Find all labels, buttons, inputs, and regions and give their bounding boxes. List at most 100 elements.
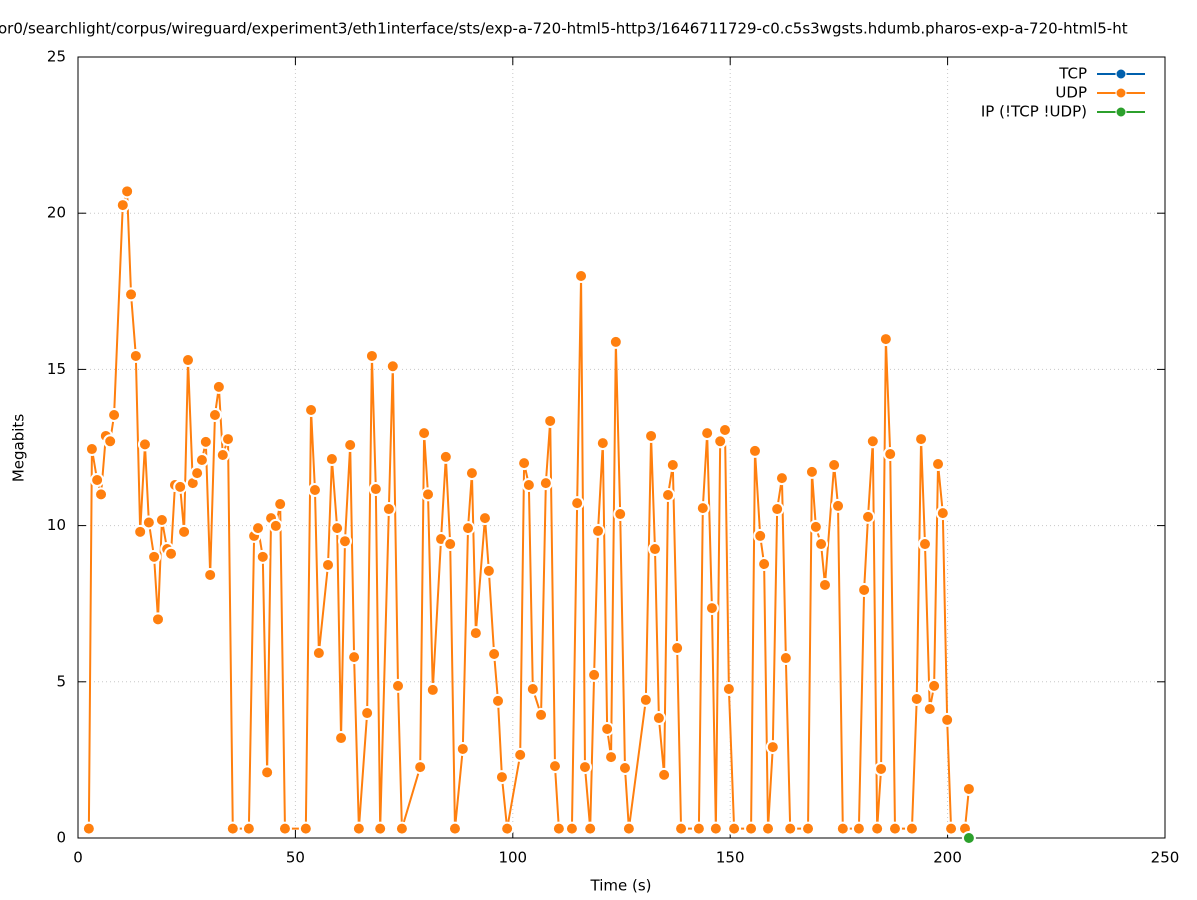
x-tick-label: 150 (716, 849, 745, 867)
data-point (298, 821, 313, 836)
data-point (670, 641, 685, 656)
data-point (961, 781, 976, 796)
data-point (704, 601, 719, 616)
data-point (808, 519, 823, 534)
data-point (268, 518, 283, 533)
data-point (534, 707, 549, 722)
y-tick-label: 0 (56, 829, 66, 847)
data-point (525, 681, 540, 696)
data-point (321, 557, 336, 572)
data-point (203, 567, 218, 582)
data-point (574, 268, 589, 283)
data-point (591, 523, 606, 538)
data-point (447, 821, 462, 836)
data-point (831, 498, 846, 513)
x-axis-label: Time (s) (590, 877, 652, 895)
y-tick-label: 25 (47, 48, 66, 66)
data-point (90, 472, 105, 487)
data-point (94, 487, 109, 502)
data-point (491, 693, 506, 708)
data-point (211, 379, 226, 394)
data-point (360, 706, 375, 721)
data-point (443, 537, 458, 552)
data-point (154, 512, 169, 527)
data-point (330, 521, 345, 536)
data-point (394, 821, 409, 836)
data-point (747, 443, 762, 458)
series-line (87, 191, 970, 830)
data-point (804, 464, 819, 479)
data-point (661, 487, 676, 502)
data-point (255, 549, 270, 564)
data-point (190, 466, 205, 481)
data-point (657, 767, 672, 782)
data-point (604, 750, 619, 765)
data-point (334, 731, 349, 746)
data-point (215, 447, 230, 462)
y-tick-label: 5 (56, 672, 66, 690)
data-point (874, 761, 889, 776)
x-tick-label: 250 (1151, 849, 1180, 867)
data-point (124, 287, 139, 302)
data-point (391, 678, 406, 693)
data-point (887, 821, 902, 836)
data-point (577, 760, 592, 775)
data-point (817, 577, 832, 592)
data-point (364, 348, 379, 363)
data-point (651, 711, 666, 726)
data-point (570, 496, 585, 511)
data-point (721, 681, 736, 696)
data-point (84, 442, 99, 457)
data-point (744, 821, 759, 836)
data-point (221, 432, 236, 447)
data-point (638, 692, 653, 707)
data-point (917, 537, 932, 552)
data-point (198, 434, 213, 449)
data-point (468, 626, 483, 641)
x-tick-label: 50 (286, 849, 305, 867)
data-point (241, 821, 256, 836)
data-point (207, 408, 222, 423)
data-point (137, 437, 152, 452)
data-point (543, 413, 558, 428)
data-point (870, 821, 885, 836)
data-point (801, 821, 816, 836)
data-point (277, 821, 292, 836)
data-point (613, 507, 628, 522)
data-point (753, 528, 768, 543)
data-point (927, 678, 942, 693)
data-point (141, 515, 156, 530)
legend-label: TCP (1058, 65, 1087, 83)
data-point (304, 403, 319, 418)
data-point (120, 184, 135, 199)
data-point (385, 359, 400, 374)
data-point (128, 348, 143, 363)
data-point (851, 821, 866, 836)
data-point (343, 438, 358, 453)
data-point (517, 456, 532, 471)
data-point (421, 487, 436, 502)
legend-marker (1115, 87, 1127, 99)
data-point (883, 447, 898, 462)
data-point (417, 426, 432, 441)
data-point (587, 667, 602, 682)
data-point (765, 740, 780, 755)
data-point (757, 557, 772, 572)
data-point (961, 831, 976, 845)
data-point (194, 452, 209, 467)
data-point (931, 457, 946, 472)
y-tick-label: 20 (47, 204, 66, 222)
data-point (617, 761, 632, 776)
data-point (477, 511, 492, 526)
data-point (425, 682, 440, 697)
data-point (260, 765, 275, 780)
data-point (564, 821, 579, 836)
data-point (164, 546, 179, 561)
data-point (551, 821, 566, 836)
data-point (373, 821, 388, 836)
x-tick-label: 200 (933, 849, 962, 867)
data-point (909, 691, 924, 706)
data-point (351, 821, 366, 836)
data-point (608, 334, 623, 349)
